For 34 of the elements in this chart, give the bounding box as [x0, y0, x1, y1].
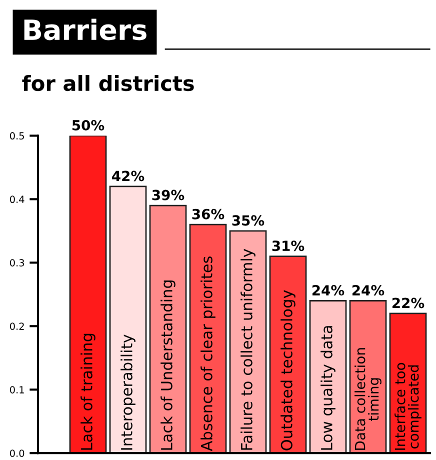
x-tick-label: Outdated technology	[280, 290, 296, 450]
data-label: 36%	[192, 208, 224, 220]
x-tick-label: Lack of Understanding	[160, 280, 176, 450]
data-label: 31%	[272, 240, 304, 252]
y-tick-label: 0.1	[10, 386, 24, 394]
x-tick-label: Data collection timing	[354, 348, 382, 450]
chart-subtitle: for all districts	[22, 75, 194, 92]
data-label: 35%	[232, 215, 264, 226]
data-label: 42%	[112, 170, 144, 182]
x-tick-label: Interface too complicated	[394, 362, 422, 450]
bar	[109, 186, 147, 454]
bar	[349, 300, 387, 454]
bar	[309, 300, 347, 454]
x-tick-label: Low quality data	[320, 326, 336, 450]
bar	[69, 136, 107, 454]
bar	[189, 224, 227, 454]
bar	[149, 204, 187, 454]
data-label: 22%	[392, 298, 424, 308]
x-tick-label: Absence of clear priorites	[200, 256, 216, 452]
y-tick-label: 0.3	[10, 259, 24, 266]
bar	[269, 256, 307, 454]
chart-title: Barriers	[24, 18, 146, 40]
data-label: 50%	[72, 120, 104, 130]
x-tick-label: Interoperability	[120, 334, 136, 450]
bar	[229, 230, 267, 454]
x-tick-label: Lack of training	[80, 334, 96, 450]
data-label: 24%	[312, 285, 344, 296]
y-tick-label: 0.2	[10, 322, 24, 330]
y-tick-label: 0.5	[10, 132, 24, 140]
y-tick-label: 0.0	[10, 450, 24, 457]
data-label: 39%	[152, 190, 184, 200]
x-tick-label: Failure to collect uniformly	[240, 248, 256, 450]
y-tick-label: 0.4	[10, 196, 24, 204]
data-label: 24%	[352, 285, 384, 296]
